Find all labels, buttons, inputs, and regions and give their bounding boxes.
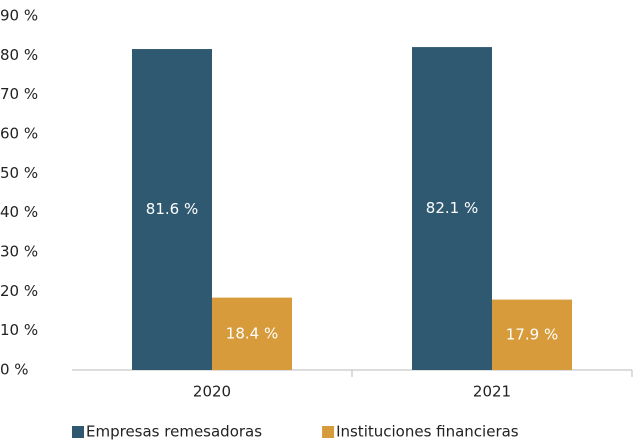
data-label: 81.6 %	[146, 200, 198, 218]
bar	[132, 49, 212, 370]
y-tick-label: 50 %	[0, 164, 38, 182]
bar	[212, 297, 292, 370]
legend-swatch	[322, 426, 335, 438]
y-tick-label: 80 %	[0, 46, 38, 64]
y-tick-label: 60 %	[0, 125, 38, 143]
y-tick-label: 70 %	[0, 85, 38, 103]
data-label: 82.1 %	[426, 199, 478, 217]
y-tick-label: 0 %	[0, 361, 29, 379]
data-label: 17.9 %	[506, 325, 558, 343]
bar	[412, 47, 492, 370]
legend-swatch	[72, 426, 84, 438]
bar	[492, 299, 572, 370]
y-tick-label: 40 %	[0, 203, 38, 221]
data-label: 18.4 %	[226, 324, 278, 342]
y-tick-label: 10 %	[0, 321, 38, 339]
legend-label: Instituciones financieras	[336, 423, 519, 441]
legend-label: Empresas remesadoras	[86, 423, 262, 441]
y-tick-label: 20 %	[0, 282, 38, 300]
x-tick-label: 2020	[193, 383, 231, 401]
x-tick-label: 2021	[473, 383, 511, 401]
y-tick-label: 90 %	[0, 7, 38, 25]
y-tick-label: 30 %	[0, 243, 38, 261]
